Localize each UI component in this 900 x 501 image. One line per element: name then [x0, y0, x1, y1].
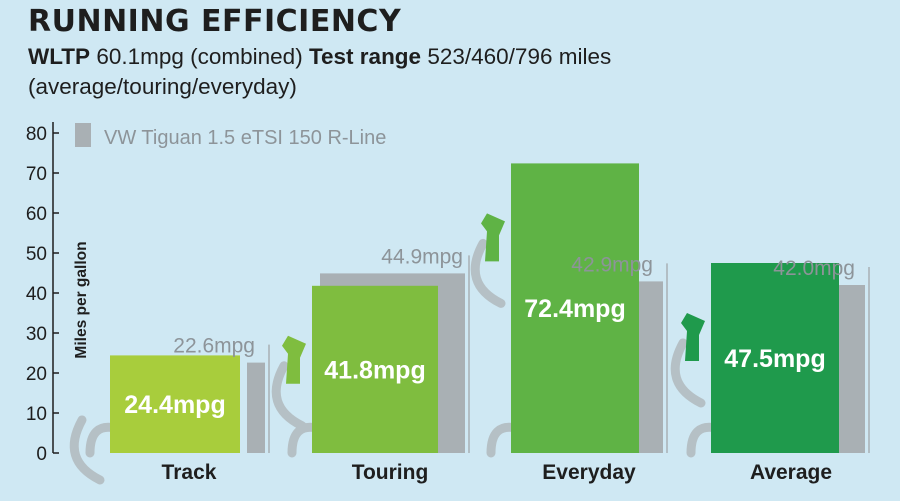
pump-hose-icon — [69, 415, 120, 485]
y-axis-label: Miles per gallon — [73, 241, 90, 358]
value-bar — [711, 263, 839, 453]
y-tick-label: 80 — [26, 124, 47, 145]
pump-nozzle-icon — [681, 313, 705, 361]
comparison-bar — [247, 362, 265, 453]
category-label: Everyday — [542, 461, 636, 484]
value-bar — [312, 285, 438, 453]
comparison-value-label: 22.6mpg — [173, 335, 255, 358]
y-tick-label: 20 — [26, 364, 47, 385]
y-tick-label: 30 — [26, 324, 47, 345]
chart-title: RUNNING EFFICIENCY — [28, 4, 402, 39]
y-tick-label: 70 — [26, 164, 47, 185]
value-bar — [110, 355, 240, 453]
y-tick-label: 10 — [26, 404, 47, 425]
pump-hose-icon — [470, 238, 521, 458]
pump-nozzle-icon — [282, 335, 306, 384]
category-label: Track — [162, 461, 217, 484]
bar-value-label: 72.4mpg — [524, 295, 625, 323]
legend-label: VW Tiguan 1.5 eTSI 150 R-Line — [104, 127, 386, 149]
y-tick-label: 0 — [36, 444, 47, 465]
wltp-value: 60.1mpg (combined) — [96, 44, 303, 69]
comparison-value-label: 42.9mpg — [571, 253, 653, 276]
comparison-value-label: 44.9mpg — [381, 245, 463, 268]
chart-subtitle: WLTP 60.1mpg (combined) Test range 523/4… — [28, 42, 788, 102]
bar-value-label: 47.5mpg — [724, 345, 825, 373]
y-tick-label: 50 — [26, 244, 47, 265]
pump-nozzle-icon — [481, 213, 505, 262]
bar-value-label: 41.8mpg — [324, 356, 425, 384]
wltp-label: WLTP — [28, 44, 91, 69]
range-value: 523/460/796 miles (average/touring/every… — [28, 44, 612, 99]
legend-swatch — [75, 123, 91, 147]
value-bar — [511, 163, 639, 453]
category-label: Touring — [352, 461, 429, 484]
y-tick-label: 40 — [26, 284, 47, 305]
comparison-value-label: 42.0mpg — [773, 257, 855, 280]
y-tick-label: 60 — [26, 204, 47, 225]
range-label: Test range — [308, 44, 422, 69]
bar-value-label: 24.4mpg — [124, 391, 225, 419]
category-label: Average — [750, 461, 832, 484]
